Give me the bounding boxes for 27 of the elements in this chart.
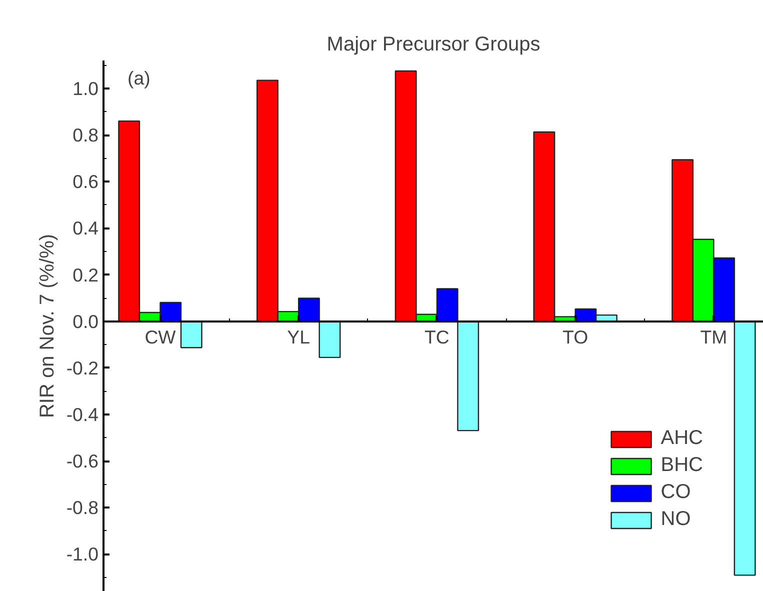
y-axis-title: RIR on Nov. 7 (%/%) xyxy=(36,234,58,418)
y-tick-label: 1.0 xyxy=(72,78,99,99)
bar xyxy=(180,320,202,348)
y-tick-label: 0.8 xyxy=(72,124,99,146)
x-tick-label: TC xyxy=(424,326,450,348)
y-tick-label: 0.0 xyxy=(72,310,99,332)
legend-label: NO xyxy=(660,508,691,531)
y-tick-label: -0.2 xyxy=(66,357,99,378)
y-tick-label: -1.0 xyxy=(66,544,99,565)
annotation: (a) xyxy=(128,68,150,88)
y-tick-label: 0.6 xyxy=(72,171,99,192)
x-tick-label: TO xyxy=(562,326,588,348)
legend-label: AHC xyxy=(660,427,703,450)
x-tick-label: YL xyxy=(287,326,310,348)
legend-label: BHC xyxy=(660,454,703,477)
bar xyxy=(457,320,480,432)
bar xyxy=(734,320,756,576)
y-tick-label: -0.8 xyxy=(66,497,99,518)
chart-title: Major Precursor Groups xyxy=(326,34,540,56)
legend-label: CO xyxy=(660,481,691,504)
x-tick-label: TM xyxy=(700,326,728,348)
x-tick-label: CW xyxy=(144,326,176,348)
y-tick-label: 0.2 xyxy=(72,264,99,286)
y-tick-label: -0.6 xyxy=(66,450,99,472)
y-tick-label: 0.4 xyxy=(72,218,99,239)
y-tick-label: -0.4 xyxy=(66,404,99,425)
bar xyxy=(318,320,341,358)
